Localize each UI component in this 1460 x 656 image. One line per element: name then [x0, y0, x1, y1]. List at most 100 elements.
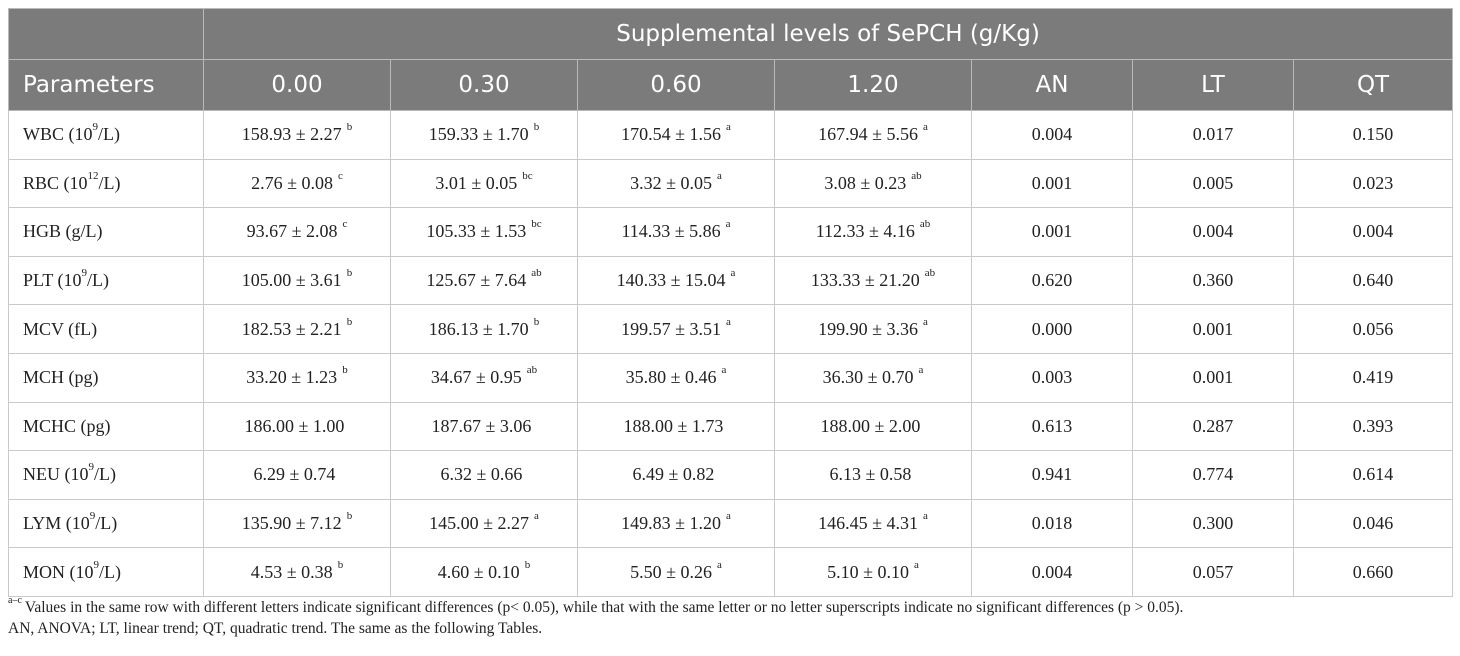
column-header-an: AN	[971, 59, 1133, 111]
significance-letter: b	[524, 558, 531, 571]
unit-exponent: 9	[89, 510, 96, 523]
parameter-name: MCH (pg)	[23, 367, 99, 388]
value-cell: 6.13 ± 0.58	[774, 450, 972, 500]
parameter-cell: PLT (109/L)	[8, 255, 204, 306]
value-cell: 5.50 ± 0.26 a	[577, 547, 775, 597]
linear-trend-p-cell: 0.001	[1132, 352, 1294, 403]
significance-letter: a	[726, 510, 731, 523]
value-cell: 199.57 ± 3.51 a	[577, 304, 775, 354]
anova-p-cell: 0.004	[971, 547, 1133, 597]
mean-sd: 133.33 ± 21.20	[810, 270, 920, 291]
parameter-name: MCHC (pg)	[23, 415, 111, 436]
parameter-unit-tail: /L)	[98, 172, 121, 193]
header-blank-cell	[8, 8, 204, 60]
value-cell: 6.49 ± 0.82	[577, 450, 775, 500]
mean-sd: 199.57 ± 3.51	[621, 318, 721, 339]
anova-p-cell: 0.941	[971, 450, 1133, 500]
linear-trend-p-cell: 0.300	[1132, 498, 1294, 549]
significance-letter: a	[726, 121, 731, 134]
quadratic-trend-p-cell: 0.056	[1292, 304, 1454, 354]
value-cell: 4.60 ± 0.10 b	[390, 547, 578, 597]
value-cell: 3.01 ± 0.05 bc	[390, 158, 578, 209]
mean-sd: 4.60 ± 0.10	[437, 561, 520, 582]
value-cell: 105.00 ± 3.61 b	[203, 255, 391, 306]
parameter-cell: LYM (109/L)	[8, 498, 204, 549]
anova-p-cell: 0.000	[971, 304, 1133, 354]
header-column-row: Parameters 0.00 0.30 0.60 1.20 AN LT QT	[8, 59, 1454, 111]
value-cell: 35.80 ± 0.46 a	[577, 352, 775, 403]
value-cell: 135.90 ± 7.12 b	[203, 498, 391, 549]
value-cell: 3.08 ± 0.23 ab	[774, 158, 972, 209]
parameter-cell: MON (109/L)	[8, 547, 204, 597]
value-cell: 2.76 ± 0.08 c	[203, 158, 391, 209]
mean-sd: 6.49 ± 0.82	[632, 464, 715, 485]
table-row: MON (109/L) 4.53 ± 0.38 b 4.60 ± 0.10 b 5.…	[8, 547, 1454, 597]
mean-sd: 105.33 ± 1.53	[426, 221, 527, 242]
mean-sd: 114.33 ± 5.86	[621, 221, 721, 242]
significance-letter: b	[337, 558, 344, 571]
column-header-lt: LT	[1132, 59, 1294, 111]
mean-sd: 186.13 ± 1.70	[428, 318, 529, 339]
table-body: WBC (109/L) 158.93 ± 2.27 b 159.33 ± 1.70…	[8, 110, 1454, 597]
mean-sd: 167.94 ± 5.56	[818, 124, 918, 145]
header-group-row: Supplemental levels of SePCH (g/Kg)	[8, 8, 1454, 60]
anova-p-cell: 0.620	[971, 255, 1133, 306]
mean-sd: 149.83 ± 1.20	[621, 513, 721, 534]
mean-sd: 146.45 ± 4.31	[818, 513, 918, 534]
mean-sd: 36.30 ± 0.70	[822, 367, 914, 388]
linear-trend-p-cell: 0.360	[1132, 255, 1294, 306]
linear-trend-p-cell: 0.005	[1132, 158, 1294, 209]
value-cell: 114.33 ± 5.86 a	[577, 207, 775, 257]
value-cell: 3.32 ± 0.05 a	[577, 158, 775, 209]
parameter-cell: MCV (fL)	[8, 304, 204, 354]
unit-exponent: 12	[87, 169, 99, 182]
value-cell: 188.00 ± 2.00	[774, 401, 972, 452]
footnote-line-2: AN, ANOVA; LT, linear trend; QT, quadrat…	[8, 620, 543, 637]
unit-exponent: 9	[81, 267, 88, 280]
significance-letter: b	[533, 315, 540, 328]
parameter-name: HGB (g/L)	[23, 221, 103, 242]
significance-letter: a	[914, 558, 919, 571]
significance-letter: ab	[924, 267, 936, 280]
significance-letter: a	[923, 121, 928, 134]
linear-trend-p-cell: 0.001	[1132, 304, 1294, 354]
quadratic-trend-p-cell: 0.004	[1292, 207, 1454, 257]
quadratic-trend-p-cell: 0.419	[1292, 352, 1454, 403]
value-cell: 145.00 ± 2.27 a	[390, 498, 578, 549]
significance-letter: a	[726, 315, 731, 328]
parameter-unit-tail: /L)	[87, 270, 110, 291]
significance-letter: a	[717, 558, 722, 571]
value-cell: 5.10 ± 0.10 a	[774, 547, 972, 597]
significance-letter: a	[534, 510, 539, 523]
parameter-unit-tail: /L)	[95, 513, 118, 534]
mean-sd: 188.00 ± 1.73	[623, 415, 724, 436]
linear-trend-p-cell: 0.004	[1132, 207, 1294, 257]
mean-sd: 5.10 ± 0.10	[827, 561, 909, 582]
table-footnote: a–c Values in the same row with different…	[8, 596, 1452, 639]
mean-sd: 34.67 ± 0.95	[430, 367, 522, 388]
significance-letter: b	[346, 267, 353, 280]
parameter-name: RBC (10	[23, 172, 88, 193]
mean-sd: 159.33 ± 1.70	[428, 124, 529, 145]
mean-sd: 182.53 ± 2.21	[241, 318, 342, 339]
mean-sd: 140.33 ± 15.04	[616, 270, 726, 291]
table-row: HGB (g/L) 93.67 ± 2.08 c 105.33 ± 1.53 bc …	[8, 207, 1454, 257]
table-row: MCV (fL) 182.53 ± 2.21 b 186.13 ± 1.70 b 1…	[8, 304, 1454, 354]
significance-letter: bc	[531, 218, 542, 231]
value-cell: 33.20 ± 1.23 b	[203, 352, 391, 403]
value-cell: 112.33 ± 4.16 ab	[774, 207, 972, 257]
parameter-name: NEU (10	[23, 464, 89, 485]
mean-sd: 33.20 ± 1.23	[246, 367, 338, 388]
column-header-level-060: 0.60	[577, 59, 775, 111]
parameter-cell: MCH (pg)	[8, 352, 204, 403]
value-cell: 182.53 ± 2.21 b	[203, 304, 391, 354]
value-cell: 170.54 ± 1.56 a	[577, 110, 775, 160]
anova-p-cell: 0.001	[971, 158, 1133, 209]
footnote-line-1: a–c Values in the same row with different…	[8, 596, 1452, 618]
significance-letter: a	[721, 364, 727, 377]
significance-letter: ab	[526, 364, 538, 377]
value-cell: 199.90 ± 3.36 a	[774, 304, 972, 354]
unit-exponent: 9	[88, 461, 95, 474]
mean-sd: 5.50 ± 0.26	[630, 561, 712, 582]
parameter-cell: RBC (1012/L)	[8, 158, 204, 209]
